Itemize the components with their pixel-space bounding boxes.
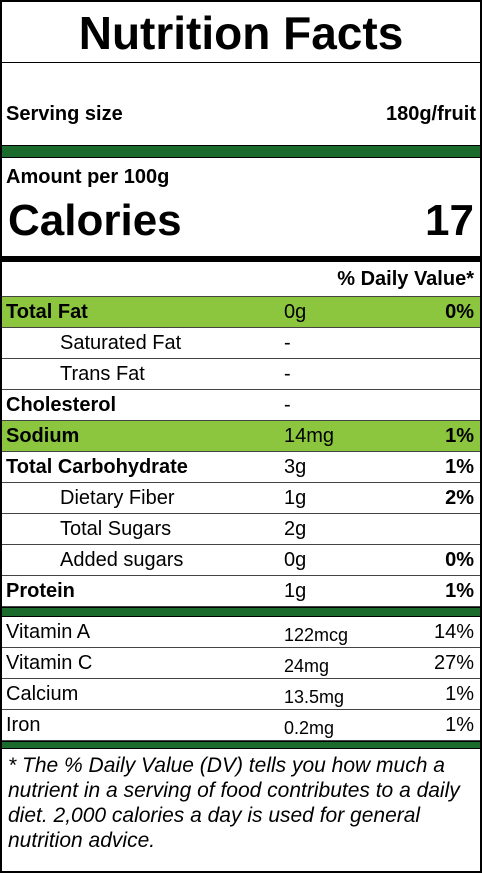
vitamin-dv: 27% — [433, 652, 474, 674]
vitamin-row: Vitamin A 122mcg 14% — [2, 617, 480, 648]
nutrient-dv: 2% — [445, 487, 474, 509]
nutrient-amount: 3g — [284, 456, 307, 478]
vitamin-amount: 24mg — [284, 656, 330, 676]
vitamin-dv: 1% — [445, 714, 474, 736]
nutrient-name: Saturated Fat — [60, 332, 182, 354]
nutrient-name: Total Carbohydrate — [6, 456, 188, 478]
vitamin-row: Calcium 13.5mg 1% — [2, 679, 480, 710]
vitamin-name: Vitamin C — [6, 652, 93, 674]
vitamins: Vitamin A 122mcg 14% Vitamin C 24mg 27% Calciu… — [2, 617, 480, 741]
nutrient-amount: - — [284, 332, 291, 354]
nutrient-name: Sodium — [6, 425, 80, 447]
nutrient-dv: 1% — [445, 456, 474, 478]
footnote: * The % Daily Value (DV) tells you how m… — [8, 754, 460, 852]
nutrient-dv: 0% — [445, 301, 474, 323]
nutrient-row: Total Sugars 2g — [2, 514, 480, 545]
nutrient-row: Total Fat 0g 0% — [2, 297, 480, 328]
nutrient-dv: 1% — [445, 425, 474, 447]
nutrient-row: Trans Fat - — [2, 359, 480, 390]
nutrient-dv: 0% — [445, 549, 474, 571]
nutrient-name: Total Sugars — [60, 518, 172, 540]
nutrient-amount: 0g — [284, 301, 307, 323]
nutrient-name: Trans Fat — [60, 363, 145, 385]
nutrient-name: Total Fat — [6, 301, 88, 323]
calories-value: 17 — [425, 196, 474, 245]
divider — [2, 607, 480, 617]
divider — [2, 256, 480, 262]
nutrient-name: Added sugars — [60, 549, 184, 571]
vitamin-name: Iron — [6, 714, 41, 736]
calories-block: Amount per 100g Calories 17 — [2, 158, 480, 256]
nutrient-row: Total Carbohydrate 3g 1% — [2, 452, 480, 483]
divider — [2, 145, 480, 158]
nutrient-dv: 1% — [445, 580, 474, 602]
nutrient-amount: 0g — [284, 549, 307, 571]
divider — [2, 741, 480, 749]
nutrient-amount: 14mg — [284, 425, 335, 447]
title: Nutrition Facts — [2, 2, 480, 63]
nutrient-name: Cholesterol — [6, 394, 117, 416]
serving-label: Serving size — [6, 103, 123, 125]
nutrient-amount: - — [284, 363, 291, 385]
dv-header: % Daily Value* — [337, 268, 474, 290]
serving-row: Serving size 180g/fruit — [2, 63, 480, 145]
nutrient-row: Dietary Fiber 1g 2% — [2, 483, 480, 514]
nutrients: Total Fat 0g 0% Saturated Fat - Trans Fat - Cho… — [2, 297, 480, 607]
amount-label: Amount per 100g — [6, 166, 170, 188]
vitamin-name: Vitamin A — [6, 621, 91, 643]
nutrient-name: Dietary Fiber — [60, 487, 175, 509]
vitamin-amount: 0.2mg — [284, 718, 335, 738]
nutrient-amount: 1g — [284, 487, 307, 509]
vitamin-row: Iron 0.2mg 1% — [2, 710, 480, 741]
vitamin-amount: 122mcg — [284, 625, 349, 645]
nutrient-amount: 2g — [284, 518, 307, 540]
nutrient-row: Added sugars 0g 0% — [2, 545, 480, 576]
dv-header-row: % Daily Value* — [2, 262, 480, 297]
nutrient-name: Protein — [6, 580, 75, 602]
vitamin-amount: 13.5mg — [284, 687, 345, 707]
calories-label: Calories — [8, 196, 182, 245]
nutrient-amount: - — [284, 394, 291, 416]
nutrient-row: Saturated Fat - — [2, 328, 480, 359]
nutrient-amount: 1g — [284, 580, 307, 602]
nutrient-row: Protein 1g 1% — [2, 576, 480, 607]
nutrient-row: Sodium 14mg 1% — [2, 421, 480, 452]
vitamin-name: Calcium — [6, 683, 79, 705]
nutrient-row: Cholesterol - — [2, 390, 480, 421]
serving-value: 180g/fruit — [385, 103, 476, 125]
vitamin-row: Vitamin C 24mg 27% — [2, 648, 480, 679]
vitamin-dv: 1% — [445, 683, 474, 705]
vitamin-dv: 14% — [433, 621, 474, 643]
